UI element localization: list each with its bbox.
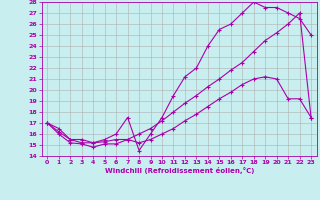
X-axis label: Windchill (Refroidissement éolien,°C): Windchill (Refroidissement éolien,°C) [105,167,254,174]
